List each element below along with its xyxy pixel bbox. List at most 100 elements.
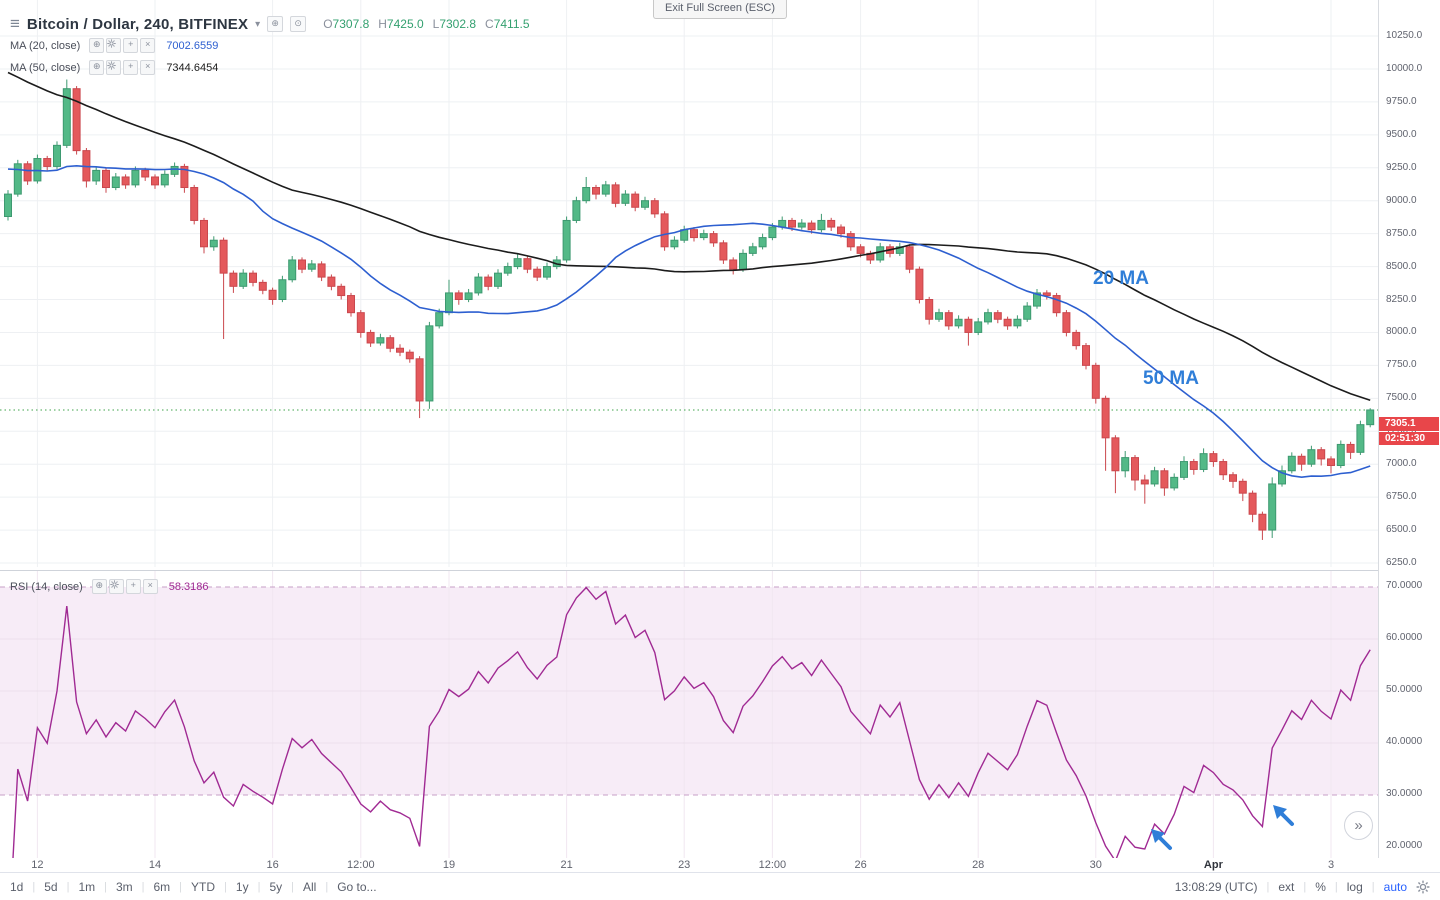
add-icon[interactable]: + bbox=[123, 60, 139, 75]
auto-scale-toggle[interactable]: auto bbox=[1383, 879, 1407, 894]
range-button-5y[interactable]: 5y bbox=[269, 879, 283, 894]
bottom-toolbar: 1d | 5d | 1m | 3m | 6m | YTD | 1y | 5y | All | Go to... 13… bbox=[0, 872, 1440, 900]
percent-scale-toggle[interactable]: % bbox=[1315, 879, 1326, 894]
ma20-label[interactable]: MA (20, close) bbox=[10, 39, 81, 52]
candlestick-chart[interactable] bbox=[0, 0, 1378, 567]
close-icon[interactable]: × bbox=[140, 60, 156, 75]
price-axis-label: 10250.0 bbox=[1386, 30, 1423, 41]
low-label: L bbox=[432, 17, 440, 31]
settings-icon[interactable] bbox=[106, 60, 122, 75]
add-icon[interactable]: + bbox=[123, 38, 139, 53]
ma50-label[interactable]: MA (50, close) bbox=[10, 61, 81, 74]
ma20-chart-label[interactable]: 20 MA bbox=[1093, 268, 1149, 289]
chart-header: ≡ Bitcoin / Dollar, 240, BITFINEX ▾ ⊕ ⊙ … bbox=[10, 14, 530, 34]
time-axis-label: 26 bbox=[854, 859, 867, 871]
range-button-all[interactable]: All bbox=[302, 879, 317, 894]
close-value: 7411.5 bbox=[493, 17, 530, 31]
price-axis-label: 7500.0 bbox=[1386, 392, 1417, 404]
rsi-value: 58.3186 bbox=[168, 580, 209, 593]
price-pane[interactable]: ≡ Bitcoin / Dollar, 240, BITFINEX ▾ ⊕ ⊙ … bbox=[0, 0, 1378, 568]
candle-countdown-badge: 02:51:30 bbox=[1379, 431, 1439, 445]
range-button-1y[interactable]: 1y bbox=[235, 879, 249, 894]
ext-toggle[interactable]: ext bbox=[1278, 879, 1295, 894]
separator: | bbox=[291, 880, 294, 893]
close-icon[interactable]: × bbox=[142, 579, 158, 594]
visibility-icon[interactable]: ⊕ bbox=[89, 60, 105, 75]
time-axis-label: 21 bbox=[560, 859, 573, 871]
separator: | bbox=[32, 880, 36, 893]
clock: 13:08:29 (UTC) bbox=[1174, 879, 1258, 894]
add-icon[interactable]: + bbox=[125, 579, 141, 594]
rsi-axis-label: 40.0000 bbox=[1386, 736, 1423, 747]
menu-burger-icon[interactable]: ≡ bbox=[10, 14, 20, 33]
time-axis-label: 12 bbox=[31, 859, 44, 871]
settings-icon[interactable] bbox=[106, 38, 122, 53]
range-button-ytd[interactable]: YTD bbox=[191, 879, 216, 894]
price-axis-label: 8500.0 bbox=[1386, 260, 1417, 272]
price-axis-label: 8750.0 bbox=[1386, 227, 1417, 239]
time-axis-label: Apr bbox=[1203, 859, 1223, 871]
settings-gear-icon[interactable] bbox=[1416, 880, 1430, 894]
rsi-axis-label: 60.0000 bbox=[1386, 632, 1423, 643]
log-scale-toggle[interactable]: log bbox=[1346, 879, 1363, 894]
separator: | bbox=[325, 880, 329, 893]
pane-separator[interactable] bbox=[0, 567, 1378, 570]
range-button-1d[interactable]: 1d bbox=[10, 879, 24, 894]
price-axis-label: 9250.0 bbox=[1386, 161, 1417, 173]
separator: | bbox=[1303, 880, 1307, 893]
price-axis-label: 8000.0 bbox=[1386, 326, 1417, 338]
high-value: 7425.0 bbox=[386, 17, 424, 31]
time-axis-label: 14 bbox=[148, 859, 162, 871]
visibility-icon[interactable]: ⊕ bbox=[91, 579, 107, 594]
ma20-legend-buttons: ⊕ + × bbox=[89, 38, 156, 53]
rsi-pane[interactable]: RSI (14, close) ⊕ + × 58.3186 » bbox=[0, 570, 1378, 860]
close-label: C bbox=[485, 17, 494, 31]
close-icon[interactable]: × bbox=[140, 38, 156, 53]
separator: | bbox=[224, 880, 227, 893]
chevron-down-icon[interactable]: ▾ bbox=[255, 18, 261, 30]
price-axis-label: 8250.0 bbox=[1386, 293, 1417, 305]
range-button-3m[interactable]: 3m bbox=[115, 879, 133, 894]
goto-button[interactable]: Go to... bbox=[337, 879, 377, 894]
toolbar-right: 13:08:29 (UTC) | ext | % | log | auto bbox=[1175, 880, 1430, 894]
rsi-label[interactable]: RSI (14, close) bbox=[10, 580, 83, 593]
time-axis[interactable]: 12 14 16 12:00 19 21 23 12:00 26 28 30 Apr 3 bbox=[0, 858, 1378, 872]
separator: | bbox=[1266, 880, 1270, 893]
symbol-title[interactable]: Bitcoin / Dollar, 240, BITFINEX bbox=[26, 15, 249, 33]
settings-icon[interactable] bbox=[108, 579, 124, 594]
rsi-axis-label: 30.0000 bbox=[1386, 788, 1423, 799]
open-value: 7307.8 bbox=[332, 17, 370, 31]
indicator-dot-icon[interactable]: ⊙ bbox=[290, 16, 307, 32]
expand-panel-button[interactable]: » bbox=[1344, 811, 1373, 840]
separator: | bbox=[1371, 880, 1375, 893]
time-axis-label: 16 bbox=[266, 859, 279, 871]
ma20-value: 7002.6559 bbox=[166, 39, 219, 52]
range-button-5d[interactable]: 5d bbox=[44, 879, 58, 894]
compare-icon[interactable]: ⊕ bbox=[267, 16, 284, 32]
separator: | bbox=[104, 880, 107, 893]
gear-icon bbox=[1416, 880, 1430, 893]
drawn-arrow-annotation[interactable] bbox=[1150, 828, 1174, 852]
ma50-chart-label[interactable]: 50 MA bbox=[1143, 368, 1199, 389]
rsi-chart[interactable] bbox=[0, 571, 1378, 859]
rsi-legend: RSI (14, close) ⊕ + × 58.3186 bbox=[10, 579, 209, 594]
time-axis-label: 30 bbox=[1089, 859, 1102, 871]
separator: | bbox=[257, 880, 261, 893]
open-label: O bbox=[323, 17, 333, 31]
separator: | bbox=[141, 880, 145, 893]
drawn-arrow-annotation[interactable] bbox=[1272, 804, 1296, 828]
ma20-legend: MA (20, close) ⊕ + × 7002.6559 bbox=[10, 38, 218, 53]
range-selector: 1d | 5d | 1m | 3m | 6m | YTD | 1y | 5y | All | Go to... bbox=[10, 880, 377, 894]
range-button-1m[interactable]: 1m bbox=[78, 879, 96, 894]
time-axis-label: 23 bbox=[678, 859, 691, 871]
exit-fullscreen-tooltip: Exit Full Screen (ESC) bbox=[652, 0, 788, 19]
rsi-axis-label: 70.0000 bbox=[1386, 580, 1423, 591]
gear-icon bbox=[107, 61, 116, 70]
separator: | bbox=[66, 880, 70, 893]
visibility-icon[interactable]: ⊕ bbox=[89, 38, 105, 53]
separator: | bbox=[179, 880, 183, 893]
high-label: H bbox=[378, 17, 387, 31]
range-button-6m[interactable]: 6m bbox=[153, 879, 171, 894]
ma50-value: 7344.6454 bbox=[166, 61, 219, 74]
